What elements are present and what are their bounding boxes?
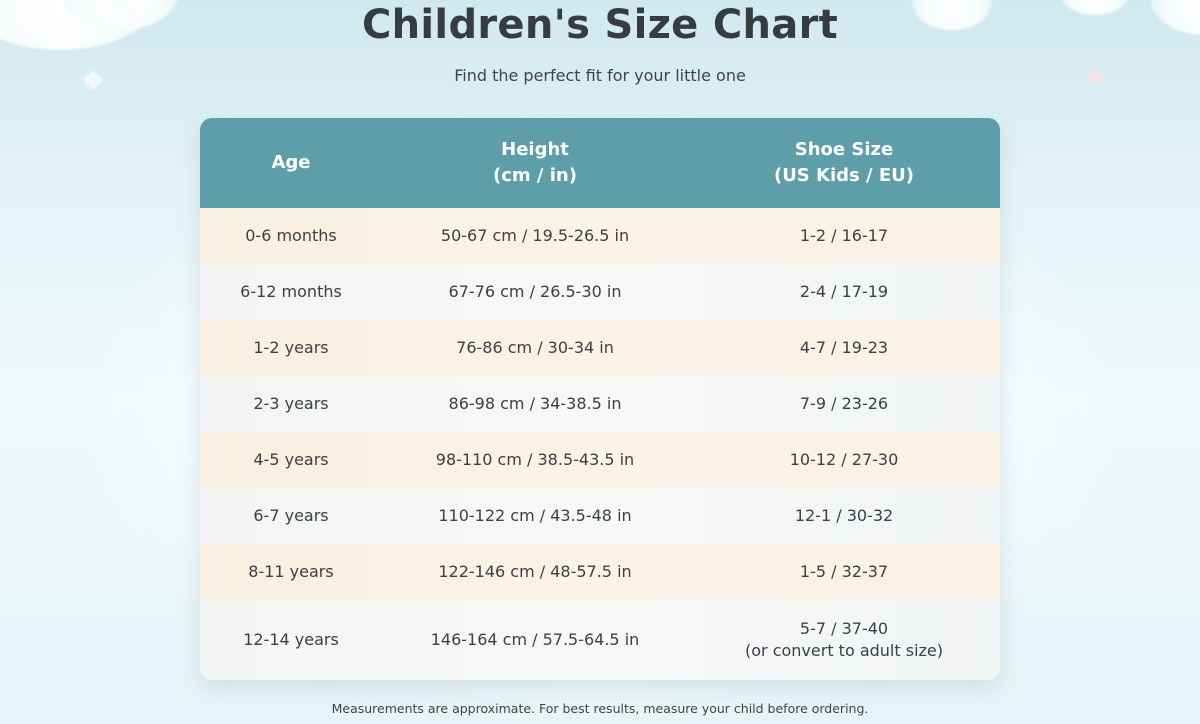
cell-shoe-size: 7-9 / 23-26 [799,394,889,413]
cell-shoe-size: 10-12 / 27-30 [789,450,899,469]
cell-height: 110-122 cm / 43.5-48 in [438,506,632,525]
cloud-decoration [110,0,170,15]
table-row: 6-7 years 110-122 cm / 43.5-48 in 12-1 /… [200,488,1000,544]
table-row: 0-6 months 50-67 cm / 19.5-26.5 in 1-2 /… [200,208,1000,264]
cell-age: 0-6 months [245,226,337,245]
size-chart-table: Age Height (cm / in) Shoe Size (US Kids … [200,118,1000,680]
cell-shoe-size: 1-2 / 16-17 [799,226,889,245]
column-header-age: Age [200,118,382,208]
cell-height: 67-76 cm / 26.5-30 in [448,282,622,301]
table-row: 1-2 years 76-86 cm / 30-34 in 4-7 / 19-2… [200,320,1000,376]
cell-age: 6-12 months [240,282,342,301]
cell-shoe-size: 1-5 / 32-37 [799,562,889,581]
cell-age: 6-7 years [253,506,329,525]
table-header-row: Age Height (cm / in) Shoe Size (US Kids … [200,118,1000,208]
table-row: 12-14 years 146-164 cm / 57.5-64.5 in 5-… [200,600,1000,680]
cell-shoe-size: 5-7 / 37-40 (or convert to adult size) [688,600,1000,680]
cell-age: 4-5 years [253,450,329,469]
column-header-shoe-size: Shoe Size (US Kids / EU) [688,118,1000,208]
page-subtitle: Find the perfect fit for your little one [454,66,746,85]
cloud-decoration [1060,0,1130,15]
cell-age: 12-14 years [243,630,339,649]
table-row: 2-3 years 86-98 cm / 34-38.5 in 7-9 / 23… [200,376,1000,432]
cell-age: 2-3 years [253,394,329,413]
table-row: 4-5 years 98-110 cm / 38.5-43.5 in 10-12… [200,432,1000,488]
cell-height: 122-146 cm / 48-57.5 in [438,562,632,581]
cell-shoe-size: 4-7 / 19-23 [799,338,889,357]
table-row: 8-11 years 122-146 cm / 48-57.5 in 1-5 /… [200,544,1000,600]
cell-height: 76-86 cm / 30-34 in [456,338,614,357]
cell-height: 146-164 cm / 57.5-64.5 in [430,630,640,649]
cell-age: 8-11 years [248,562,334,581]
shoe-size-value: 5-7 / 37-40 [799,619,889,638]
page-title: Children's Size Chart [361,2,839,48]
table-row: 6-12 months 67-76 cm / 26.5-30 in 2-4 / … [200,264,1000,320]
cell-shoe-size: 12-1 / 30-32 [794,506,894,525]
cell-height: 50-67 cm / 19.5-26.5 in [440,226,630,245]
column-header-height: Height (cm / in) [382,118,688,208]
cell-shoe-size: 2-4 / 17-19 [799,282,889,301]
footnote: Measurements are approximate. For best r… [331,701,869,716]
cell-height: 86-98 cm / 34-38.5 in [448,394,622,413]
cell-height: 98-110 cm / 38.5-43.5 in [435,450,635,469]
cell-age: 1-2 years [253,338,329,357]
shoe-size-note: (or convert to adult size) [745,641,943,660]
